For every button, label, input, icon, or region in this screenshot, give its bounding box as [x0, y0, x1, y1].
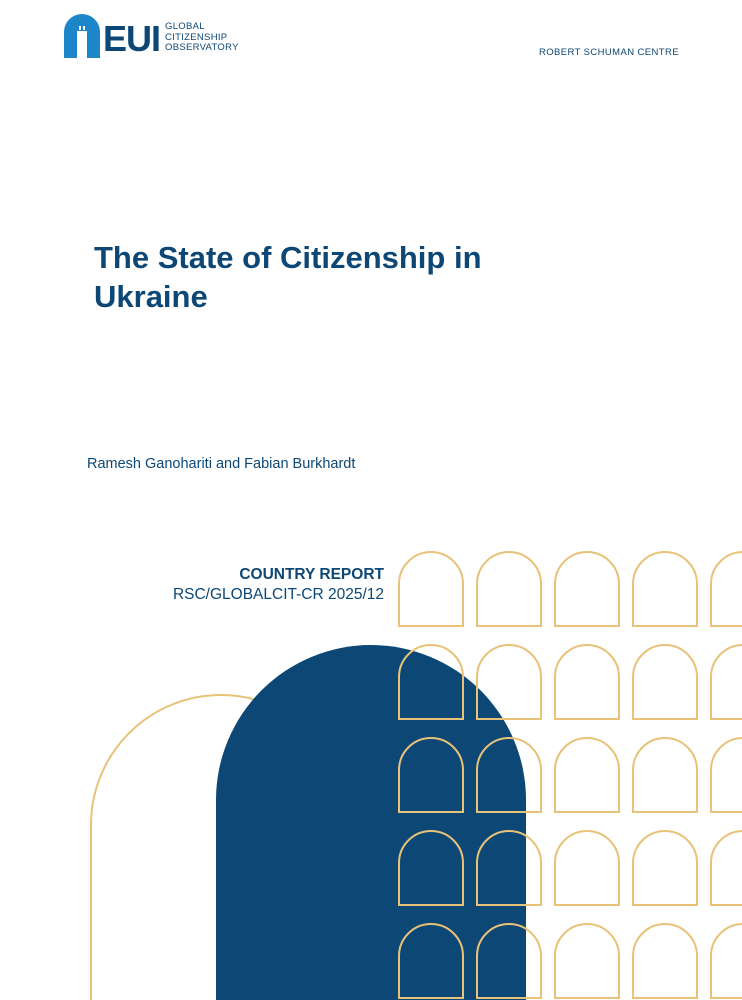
report-title-line: The State of Citizenship in — [94, 240, 482, 275]
eui-logo: EUI GLOBAL CITIZENSHIP OBSERVATORY — [64, 14, 239, 58]
report-authors: Ramesh Ganohariti and Fabian Burkhardt — [87, 456, 356, 472]
small-outline-arch — [632, 830, 698, 906]
report-title-line: Ukraine — [94, 279, 208, 314]
arch-grid — [398, 551, 742, 999]
navy-arch — [216, 645, 526, 1000]
small-outline-arch — [476, 830, 542, 906]
small-outline-arch — [554, 830, 620, 906]
logo-subtitle-line: CITIZENSHIP — [165, 31, 228, 43]
report-code: RSC/GLOBALCIT-CR 2025/12 — [172, 586, 384, 603]
eui-arch-logo-icon — [64, 14, 100, 58]
small-outline-arch — [710, 551, 742, 627]
small-outline-arch — [554, 923, 620, 999]
small-outline-arch — [398, 737, 464, 813]
small-outline-arch — [398, 551, 464, 627]
logo-subtitle-line: OBSERVATORY — [165, 42, 239, 54]
small-outline-arch — [476, 644, 542, 720]
small-outline-arch — [710, 830, 742, 906]
small-outline-arch — [398, 923, 464, 999]
logo-subtitle: GLOBAL CITIZENSHIP OBSERVATORY — [165, 22, 239, 54]
small-outline-arch — [554, 644, 620, 720]
small-outline-arch — [554, 551, 620, 627]
small-outline-arch — [476, 923, 542, 999]
small-outline-arch — [476, 737, 542, 813]
small-outline-arch — [710, 923, 742, 999]
small-outline-arch — [554, 737, 620, 813]
logo-wordmark: EUI — [103, 18, 161, 59]
small-outline-arch — [398, 830, 464, 906]
small-outline-arch — [632, 923, 698, 999]
small-outline-arch — [398, 644, 464, 720]
logo-subtitle-line: GLOBAL — [165, 21, 205, 33]
small-outline-arch — [632, 737, 698, 813]
small-outline-arch — [710, 737, 742, 813]
report-title: The State of Citizenship in Ukraine — [94, 238, 574, 316]
small-outline-arch — [632, 551, 698, 627]
cover-arches-artwork — [90, 551, 742, 1000]
report-type-label: COUNTRY REPORT — [239, 566, 384, 583]
small-outline-arch — [632, 644, 698, 720]
small-outline-arch — [710, 644, 742, 720]
small-outline-arch — [476, 551, 542, 627]
centre-name: ROBERT SCHUMAN CENTRE — [538, 47, 679, 58]
